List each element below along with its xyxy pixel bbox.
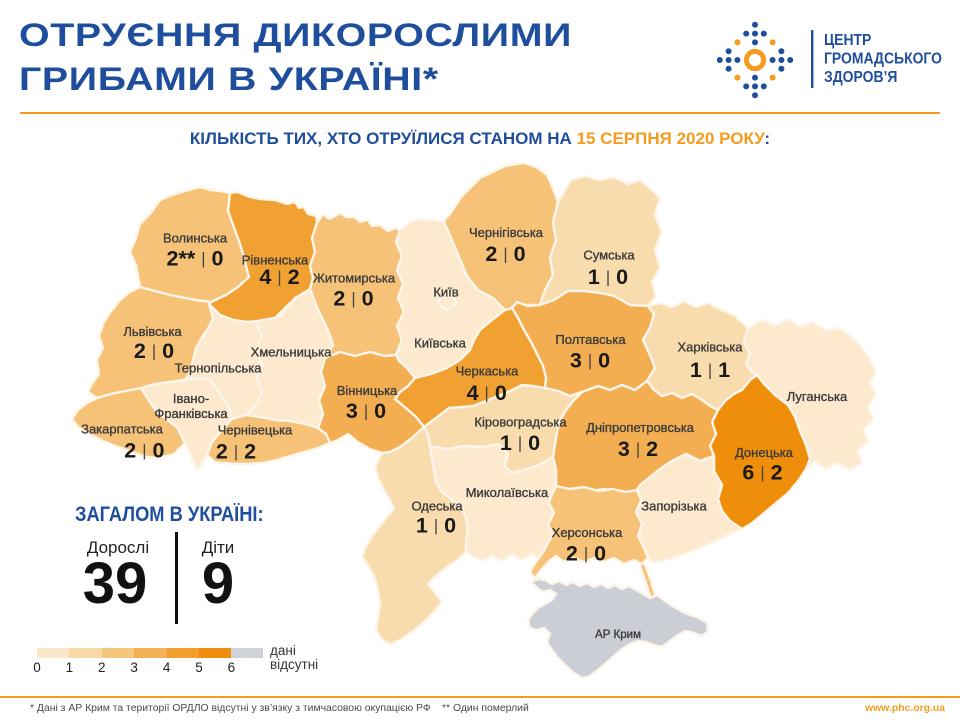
- svg-text:Київ: Київ: [433, 285, 458, 300]
- svg-text:Кіровоградська: Кіровоградська: [474, 415, 567, 430]
- svg-text:Чернівецька: Чернівецька: [218, 423, 293, 438]
- svg-text:Чернігівська: Чернігівська: [469, 225, 544, 240]
- svg-text:Вінницька: Вінницька: [337, 383, 398, 398]
- svg-text:4 | 2: 4 | 2: [259, 265, 299, 289]
- svg-text:1 | 0: 1 | 0: [588, 265, 628, 289]
- svg-text:Рівненська: Рівненська: [242, 253, 309, 268]
- svg-text:Дніпропетровська: Дніпропетровська: [586, 420, 695, 435]
- svg-text:Запорізька: Запорізька: [641, 499, 707, 514]
- svg-text:Харківська: Харківська: [678, 340, 744, 355]
- svg-text:2 | 0: 2 | 0: [333, 286, 373, 310]
- svg-text:Хмельницька: Хмельницька: [251, 345, 332, 360]
- svg-text:2 | 0: 2 | 0: [566, 541, 606, 565]
- svg-text:Волинська: Волинська: [163, 231, 228, 246]
- svg-text:Херсонська: Херсонська: [552, 525, 623, 540]
- svg-text:Луганська: Луганська: [787, 389, 848, 404]
- svg-text:Сумська: Сумська: [583, 248, 635, 263]
- svg-text:Житомирська: Житомирська: [313, 271, 396, 286]
- svg-text:Черкаська: Черкаська: [456, 364, 520, 379]
- svg-text:2 | 2: 2 | 2: [216, 439, 256, 463]
- svg-text:3 | 0: 3 | 0: [570, 348, 610, 372]
- svg-text:4 | 0: 4 | 0: [467, 381, 507, 405]
- svg-text:1 | 0: 1 | 0: [500, 431, 540, 455]
- svg-text:Франківська: Франківська: [154, 406, 228, 421]
- svg-text:1 | 1: 1 | 1: [690, 358, 730, 382]
- svg-text:Одеська: Одеська: [411, 499, 463, 514]
- svg-text:2 | 0: 2 | 0: [485, 242, 525, 266]
- svg-text:ЗДОРОВ’Я: ЗДОРОВ’Я: [824, 69, 897, 86]
- svg-text:АР Крим: АР Крим: [595, 629, 641, 641]
- svg-text:Київська: Київська: [414, 336, 466, 351]
- svg-text:ГРОМАДСЬКОГО: ГРОМАДСЬКОГО: [824, 51, 942, 68]
- svg-text:1 | 0: 1 | 0: [416, 513, 456, 537]
- svg-text:3 | 0: 3 | 0: [346, 399, 386, 423]
- svg-text:Донецька: Донецька: [735, 445, 794, 460]
- svg-text:Тернопільська: Тернопільська: [175, 361, 263, 376]
- svg-text:ЦЕНТР: ЦЕНТР: [824, 32, 872, 49]
- svg-text:3 | 2: 3 | 2: [618, 437, 658, 461]
- svg-text:2 | 0: 2 | 0: [134, 339, 174, 363]
- svg-text:Полтавська: Полтавська: [555, 332, 626, 347]
- svg-text:2 | 0: 2 | 0: [124, 438, 164, 462]
- svg-text:Івано-: Івано-: [173, 391, 209, 406]
- svg-text:Миколаївська: Миколаївська: [466, 485, 549, 500]
- svg-text:Закарпатська: Закарпатська: [81, 422, 164, 437]
- svg-text:2** | 0: 2** | 0: [167, 246, 224, 270]
- svg-text:6 | 2: 6 | 2: [742, 460, 782, 484]
- svg-text:Львівська: Львівська: [123, 324, 182, 339]
